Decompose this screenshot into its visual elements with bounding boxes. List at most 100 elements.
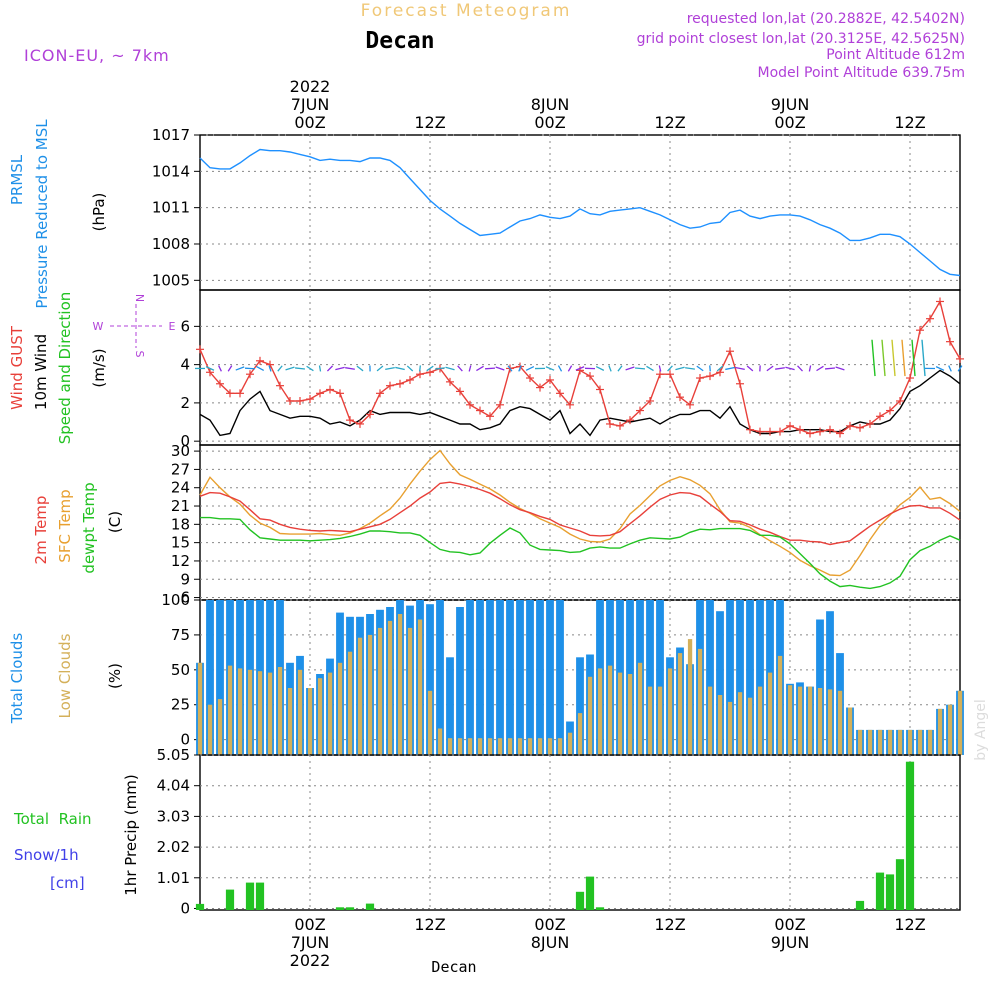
time-label-bottom: 9JUN: [771, 933, 810, 952]
pressure-tick-label: 1017: [152, 126, 190, 144]
total-cloud-bar: [536, 600, 544, 755]
low-cloud-bar: [948, 705, 952, 755]
low-cloud-bar: [628, 674, 632, 755]
rain-label: Total Rain: [13, 810, 92, 828]
low-cloud-bar: [268, 673, 272, 755]
low-cloud-bar: [478, 738, 482, 755]
low-cloud-bar: [568, 733, 572, 755]
rain-bar: [256, 883, 264, 910]
low-cloud-bar: [318, 678, 322, 755]
low-cloud-bar: [878, 730, 882, 755]
low-cloud-bar: [288, 688, 292, 755]
total-cloud-bar: [526, 600, 534, 755]
low-cloud-bar: [448, 738, 452, 755]
rain-bar: [366, 904, 374, 910]
low-cloud-bar: [378, 628, 382, 755]
low-cloud-bar: [868, 730, 872, 755]
compass-west: W: [93, 320, 104, 333]
low-cloud-bar: [658, 687, 662, 755]
low-cloud-bar: [258, 671, 262, 755]
temp-tick-label: 27: [171, 460, 190, 478]
low-cloud-bar: [908, 730, 912, 755]
rain-bar: [906, 762, 914, 910]
low-cloud-bar: [728, 702, 732, 755]
low-cloud-bar: [748, 698, 752, 755]
temp-tick-label: 12: [171, 552, 190, 570]
time-label-top: 12Z: [654, 113, 685, 132]
gridpoint-coords: grid point closest lon,lat (20.3125E, 42…: [637, 31, 965, 47]
requested-coords: requested lon,lat (20.2882E, 42.5402N): [687, 11, 965, 27]
chart-title: Forecast Meteogram: [361, 1, 572, 21]
clouds-tick-label: 25: [171, 696, 190, 714]
low-cloud-bar: [528, 738, 532, 755]
low-cloud-bar: [818, 688, 822, 755]
low-cloud-bar: [828, 689, 832, 755]
low-cloud-bar: [808, 687, 812, 755]
rain-bar: [586, 877, 594, 910]
temp-tick-label: 15: [171, 534, 190, 552]
rain-bar: [346, 907, 354, 910]
low-cloud-bar: [328, 673, 332, 755]
precip-unit: 1hr Precip (mm): [122, 774, 140, 895]
total-cloud-bar: [556, 600, 564, 755]
low-cloud-bar: [388, 621, 392, 755]
model-label: ICON-EU, ~ 7km: [24, 46, 170, 65]
prmsl-label: PRMSL: [8, 154, 26, 205]
wind-tick-label: 2: [180, 394, 190, 412]
low-cloud-bar: [678, 653, 682, 755]
snow-label: Snow/1h: [14, 846, 79, 864]
low-cloud-bar: [578, 713, 582, 755]
low-cloud-bar: [488, 738, 492, 755]
low-cloud-bar: [368, 635, 372, 755]
time-label-top: 00Z: [774, 113, 805, 132]
low-cloud-bar: [838, 691, 842, 755]
precip-tick-label: 2.02: [157, 838, 190, 856]
wind-label: 10m Wind: [32, 334, 50, 410]
pressure-tick-label: 1005: [152, 271, 190, 289]
low-cloud-bar: [428, 691, 432, 755]
wind-direction-arrow: [245, 368, 255, 369]
low-cloud-bar: [278, 667, 282, 755]
low-cloud-bar: [408, 628, 412, 755]
total-cloud-bar: [496, 600, 504, 755]
time-label-bottom: 2022: [290, 951, 331, 970]
wind-direction-arrow: [485, 368, 495, 369]
low-cloud-bar: [218, 699, 222, 755]
low-cloud-bar: [398, 614, 402, 755]
precip-tick-label: 5.05: [157, 746, 190, 764]
clouds-unit: (%): [106, 663, 124, 689]
time-label-bottom: 00Z: [774, 915, 805, 934]
precip-tick-label: 3.03: [157, 807, 190, 825]
total-cloud-bar: [546, 600, 554, 755]
rain-bar: [856, 901, 864, 910]
total-cloud-bar: [506, 600, 514, 755]
low-cloud-bar: [898, 730, 902, 755]
low-cloud-bar: [438, 729, 442, 756]
low-cloud-bar: [668, 668, 672, 755]
rain-bar: [886, 874, 894, 910]
wind-unit: (m/s): [90, 348, 108, 387]
model-altitude: Model Point Altitude 639.75m: [758, 65, 965, 81]
pressure-msl-label: Pressure Reduced to MSL: [33, 119, 51, 309]
rain-bar: [596, 907, 604, 910]
dewpt-label: dewpt Temp: [80, 482, 98, 573]
low-cloud-bar: [688, 639, 692, 755]
pressure-tick-label: 1014: [152, 162, 190, 180]
low-cloud-bar: [858, 730, 862, 755]
low-cloud-bar: [238, 668, 242, 755]
time-label-bottom: 00Z: [294, 915, 325, 934]
low-cloud-bar: [498, 738, 502, 755]
low-cloud-bar: [698, 649, 702, 755]
low-cloud-bar: [888, 730, 892, 755]
wind-tick-label: 4: [180, 356, 190, 374]
footer-location: Decan: [431, 958, 476, 976]
snow-unit-label: [cm]: [50, 874, 85, 892]
low-cloud-bar: [788, 685, 792, 755]
precip-tick-label: 1.01: [157, 869, 190, 887]
point-altitude: Point Altitude 612m: [826, 47, 965, 63]
rain-bar: [196, 904, 204, 910]
low-cloud-bar: [538, 738, 542, 755]
total-cloud-bar: [466, 600, 474, 755]
time-label-top: 7JUN: [291, 95, 330, 114]
